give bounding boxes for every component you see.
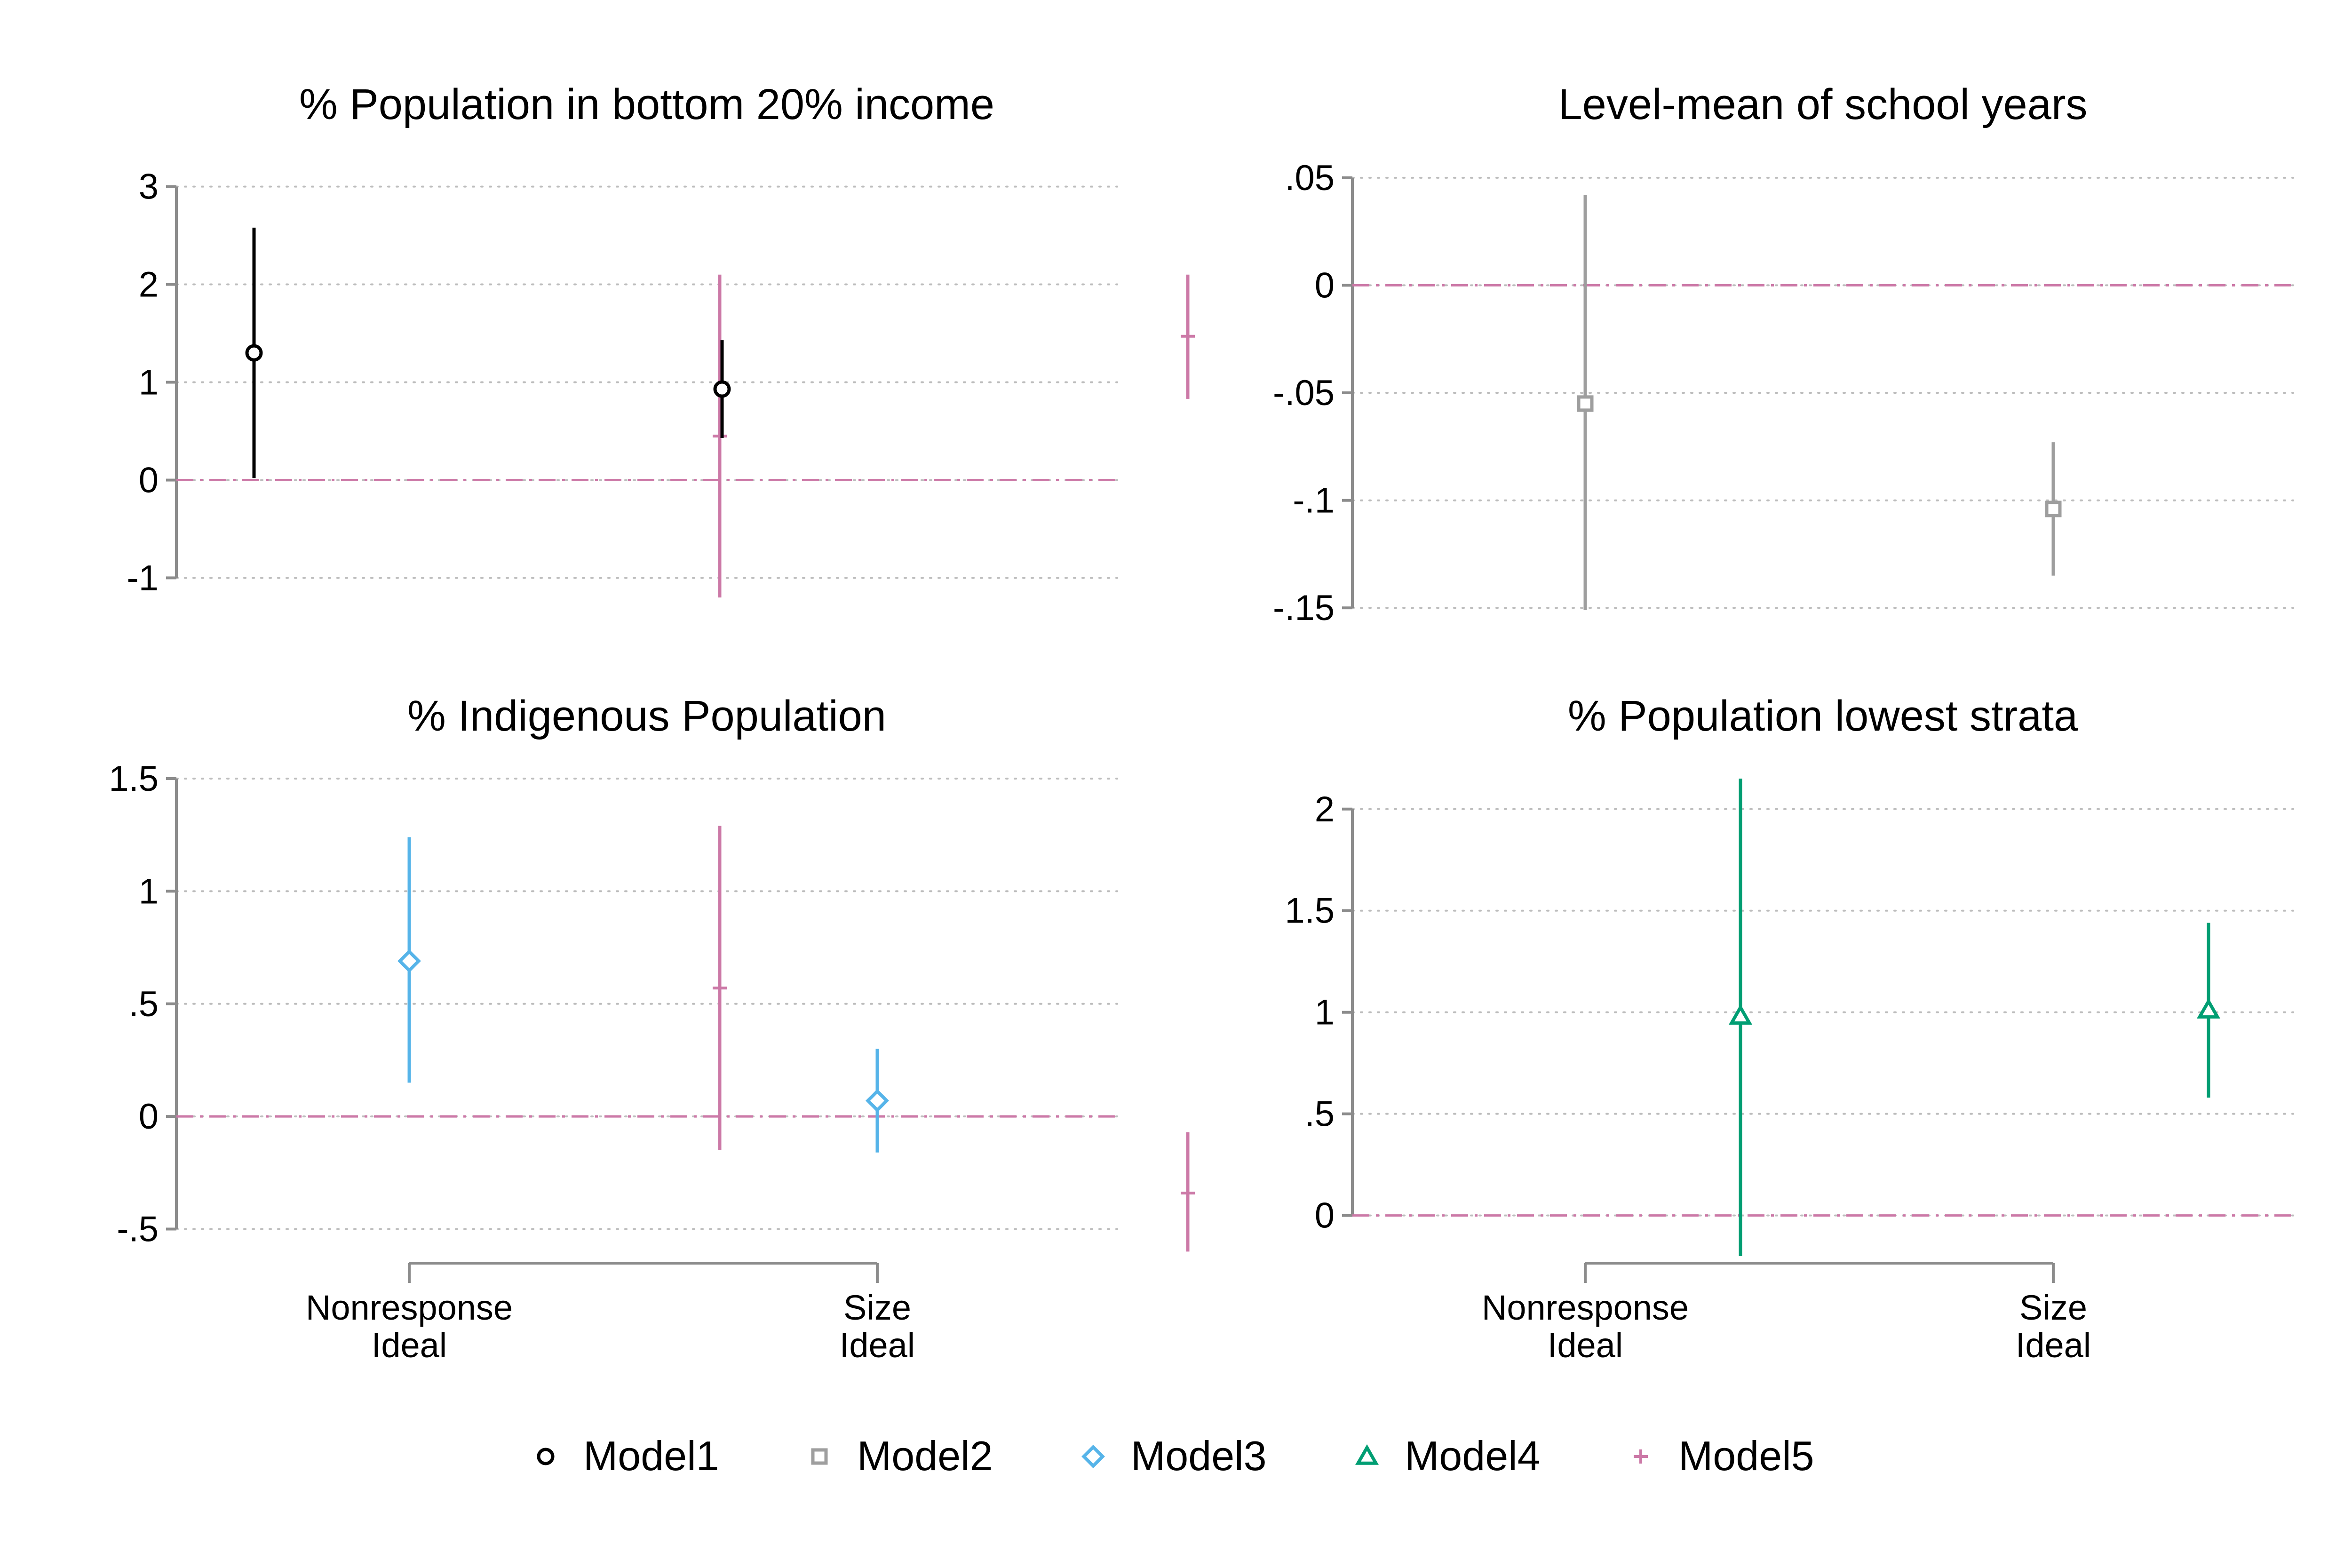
legend-marker-model3 — [1081, 1445, 1105, 1468]
y-tick-label: 1 — [1315, 993, 1335, 1033]
legend-item-model3: Model3 — [1081, 1433, 1267, 1479]
y-tick-label: 1 — [139, 363, 159, 403]
legend-label-model3: Model3 — [1131, 1433, 1267, 1479]
legend-marker-model4-triangle-icon — [1355, 1444, 1379, 1465]
point-model5 — [1181, 329, 1195, 343]
legend-marker-model2 — [811, 1448, 828, 1465]
y-tick-label: 2 — [139, 265, 159, 305]
x-tick-label: Nonresponse Ideal — [306, 1288, 513, 1365]
y-tick-label: 1 — [139, 871, 159, 911]
legend-label-model4: Model4 — [1405, 1433, 1541, 1479]
legend-label-model1: Model1 — [583, 1433, 719, 1479]
legend-marker-model5-plus-icon — [1634, 1449, 1648, 1464]
y-tick-label: 0 — [1315, 265, 1335, 305]
panel-title: % Indigenous Population — [407, 692, 886, 740]
y-tick-label: 3 — [139, 167, 159, 207]
legend-item-model5: Model5 — [1634, 1433, 1814, 1479]
panel-title: Level-mean of school years — [1558, 80, 2087, 128]
panel-school-years: Level-mean of school years .05 0 -.05 -.1 -.… — [1273, 80, 2294, 628]
legend-item-model2: Model2 — [811, 1433, 993, 1479]
legend-marker-model4 — [1355, 1444, 1379, 1465]
y-tick-label: .5 — [129, 984, 159, 1024]
point-model5 — [1181, 1186, 1195, 1200]
legend-item-model4: Model4 — [1355, 1433, 1541, 1479]
legend-label-model5: Model5 — [1678, 1433, 1814, 1479]
legend-marker-model5 — [1634, 1449, 1648, 1464]
y-tick-label: 2 — [1315, 789, 1335, 829]
panel-indigenous-population: % Indigenous Population 1.51.50-.5Nonres… — [109, 692, 1195, 1365]
point-model2 — [2045, 501, 2062, 517]
point-model2 — [1577, 395, 1594, 412]
point-model4 — [2196, 998, 2221, 1019]
legend-label-model2: Model2 — [857, 1433, 993, 1479]
point-model3 — [397, 949, 421, 973]
y-tick-label: -.1 — [1293, 481, 1335, 521]
y-tick-label: -1 — [127, 558, 159, 598]
legend-marker-model1 — [537, 1448, 555, 1465]
y-tick-label: 1.5 — [1285, 891, 1335, 931]
y-tick-label: 0 — [1315, 1196, 1335, 1236]
legend-item-model1: Model1 — [537, 1433, 719, 1479]
legend: Model1 Model2 Model3 Model4 Model5 — [537, 1433, 1814, 1479]
point-model5 — [713, 429, 727, 443]
legend-marker-model2-square-icon — [811, 1448, 828, 1465]
point-model5 — [713, 981, 727, 995]
legend-marker-model3-diamond-icon — [1081, 1445, 1105, 1468]
panel-title: % Population lowest strata — [1568, 692, 2078, 740]
y-tick-label: 1.5 — [109, 759, 159, 799]
point-model1 — [713, 380, 731, 398]
x-tick-label: Size Ideal — [840, 1288, 915, 1365]
y-tick-label: .5 — [1305, 1094, 1335, 1134]
legend-marker-model1-circle-icon — [537, 1448, 555, 1465]
point-model1 — [245, 344, 263, 362]
point-model4 — [1728, 1004, 1753, 1025]
y-tick-label: 0 — [139, 1097, 159, 1137]
panel-lowest-strata: % Population lowest strata 21.51.50Nonre… — [1285, 692, 2294, 1365]
x-tick-label: Size Ideal — [2016, 1288, 2091, 1365]
y-tick-label: -.05 — [1273, 373, 1335, 413]
panel-title: % Population in bottom 20% income — [299, 80, 994, 128]
y-tick-label: .05 — [1285, 158, 1335, 198]
x-tick-label: Nonresponse Ideal — [1482, 1288, 1689, 1365]
point-model3 — [866, 1089, 889, 1113]
y-tick-label: -.15 — [1273, 588, 1335, 628]
y-tick-label: 0 — [139, 460, 159, 500]
panel-bottom-20-income: % Population in bottom 20% income 3 2 1 0 -1 — [127, 80, 1195, 598]
y-tick-label: -.5 — [117, 1210, 159, 1250]
